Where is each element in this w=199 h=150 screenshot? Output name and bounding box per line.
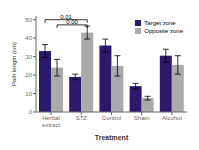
svg-text:0: 0: [29, 109, 33, 115]
svg-text:0.00: 0.00: [66, 19, 78, 25]
svg-text:30: 30: [25, 54, 32, 60]
svg-text:STZ: STZ: [76, 115, 88, 121]
svg-text:10: 10: [25, 91, 32, 97]
html-text:Opposite zone: Opposite zone: [144, 28, 183, 34]
svg-text:0.01: 0.01: [60, 13, 72, 20]
svg-text:Treatment: Treatment: [95, 134, 129, 141]
svg-text:Control: Control: [102, 115, 121, 121]
svg-text:20: 20: [25, 72, 32, 78]
svg-text:Sham: Sham: [134, 115, 150, 121]
html-text:Target zone: Target zone: [144, 20, 176, 26]
svg-text:50: 50: [25, 17, 32, 23]
svg-text:Alcohol: Alcohol: [162, 115, 182, 121]
svg-text:Path length (cm): Path length (cm): [11, 42, 17, 86]
svg-text:Herbalextract: Herbalextract: [42, 115, 60, 128]
svg-text:40: 40: [25, 35, 32, 41]
